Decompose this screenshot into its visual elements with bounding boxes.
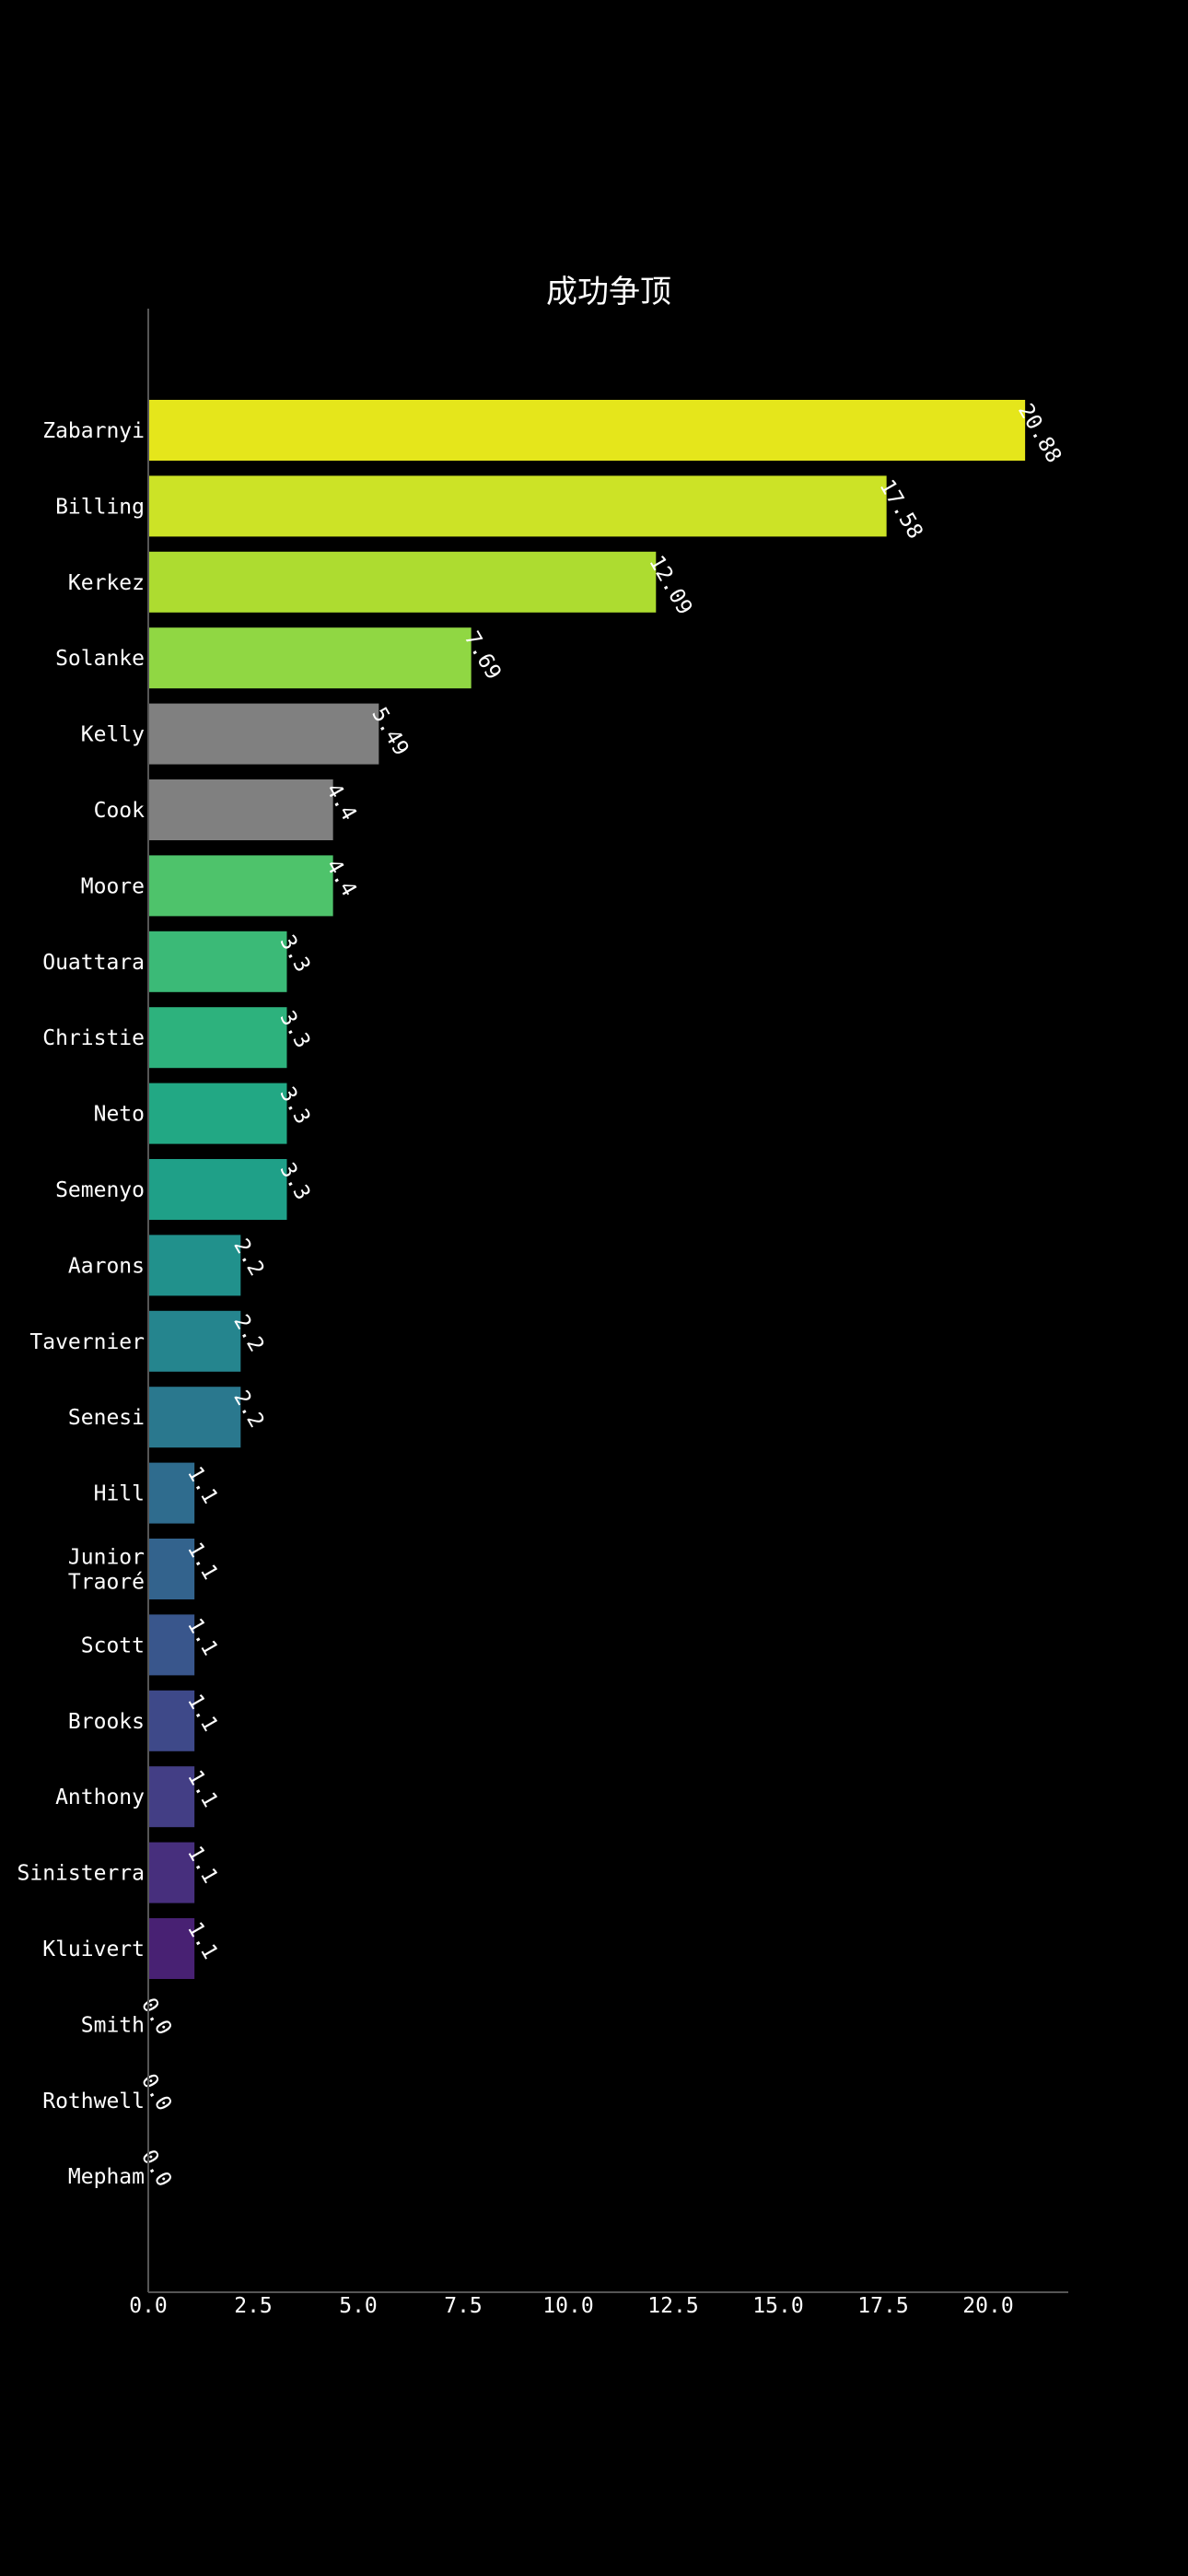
x-tick-label: 17.5: [857, 2294, 908, 2318]
category-label-kerkez: Kerkez: [68, 571, 145, 595]
category-label-rothwell: Rothwell: [42, 2090, 145, 2113]
category-labels-group: Zabarnyi Billing Kerkez Solanke Kelly Cook Moo…: [17, 419, 146, 2189]
bar-moore: [148, 855, 333, 917]
bars-group: [148, 400, 1026, 1979]
category-label-aarons: Aarons: [68, 1254, 145, 1278]
category-label-zabarnyi: Zabarnyi: [42, 419, 145, 443]
category-label-tavernier: Tavernier: [29, 1330, 145, 1354]
bar-kluivert: [148, 1918, 195, 1979]
bar-ouattara: [148, 931, 287, 992]
category-label-scott: Scott: [81, 1633, 145, 1657]
x-tick-label: 2.5: [234, 2294, 273, 2318]
category-label-sinisterra: Sinisterra: [17, 1862, 145, 1886]
bar-christie: [148, 1007, 287, 1069]
category-label-kluivert: Kluivert: [42, 1938, 145, 1961]
category-label-ouattara: Ouattara: [42, 951, 145, 975]
bar-zabarnyi: [148, 400, 1026, 461]
category-label-solanke: Solanke: [55, 647, 145, 671]
x-tick-label: 7.5: [444, 2294, 483, 2318]
bar-cook: [148, 779, 333, 840]
category-label-cook: Cook: [94, 799, 146, 823]
chart-title: 成功争顶: [546, 274, 671, 310]
category-label-brooks: Brooks: [68, 1710, 145, 1734]
bar-brooks: [148, 1690, 195, 1751]
bar-kerkez: [148, 551, 657, 613]
category-label-semenyo: Semenyo: [55, 1178, 145, 1202]
bar-aarons: [148, 1235, 241, 1296]
bar-kelly: [148, 703, 379, 765]
bar-neto: [148, 1083, 287, 1144]
bar-junior-traore: [148, 1539, 195, 1599]
bar-scott: [148, 1614, 195, 1676]
bar-sinisterra: [148, 1842, 195, 1903]
x-tick-label: 0.0: [129, 2294, 168, 2318]
x-tick-label: 20.0: [962, 2294, 1013, 2318]
category-label-moore: Moore: [81, 874, 145, 898]
category-label-smith: Smith: [81, 2013, 145, 2037]
category-label-kelly: Kelly: [81, 723, 145, 747]
bar-hill: [148, 1462, 195, 1524]
bar-billing: [148, 475, 887, 537]
category-label-hill: Hill: [94, 1482, 145, 1506]
bar-solanke: [148, 627, 472, 689]
bar-anthony: [148, 1766, 195, 1828]
x-tick-label: 12.5: [647, 2294, 698, 2318]
category-label-junior-traore: Junior Traoré: [68, 1546, 145, 1595]
category-label-neto: Neto: [94, 1103, 145, 1127]
category-label-mepham: Mepham: [68, 2165, 145, 2189]
category-label-christie: Christie: [42, 1026, 145, 1050]
bar-semenyo: [148, 1159, 287, 1220]
bar-senesi: [148, 1387, 241, 1448]
category-label-anthony: Anthony: [55, 1786, 145, 1809]
x-ticks-group: 0.0 2.5 5.0 7.5 10.0 12.5 15.0 17.5 20.0: [129, 2294, 1013, 2318]
x-tick-label: 10.0: [542, 2294, 593, 2318]
x-tick-label: 15.0: [752, 2294, 803, 2318]
category-label-senesi: Senesi: [68, 1406, 145, 1430]
x-tick-label: 5.0: [339, 2294, 378, 2318]
category-label-billing: Billing: [55, 495, 145, 519]
bar-tavernier: [148, 1310, 241, 1372]
